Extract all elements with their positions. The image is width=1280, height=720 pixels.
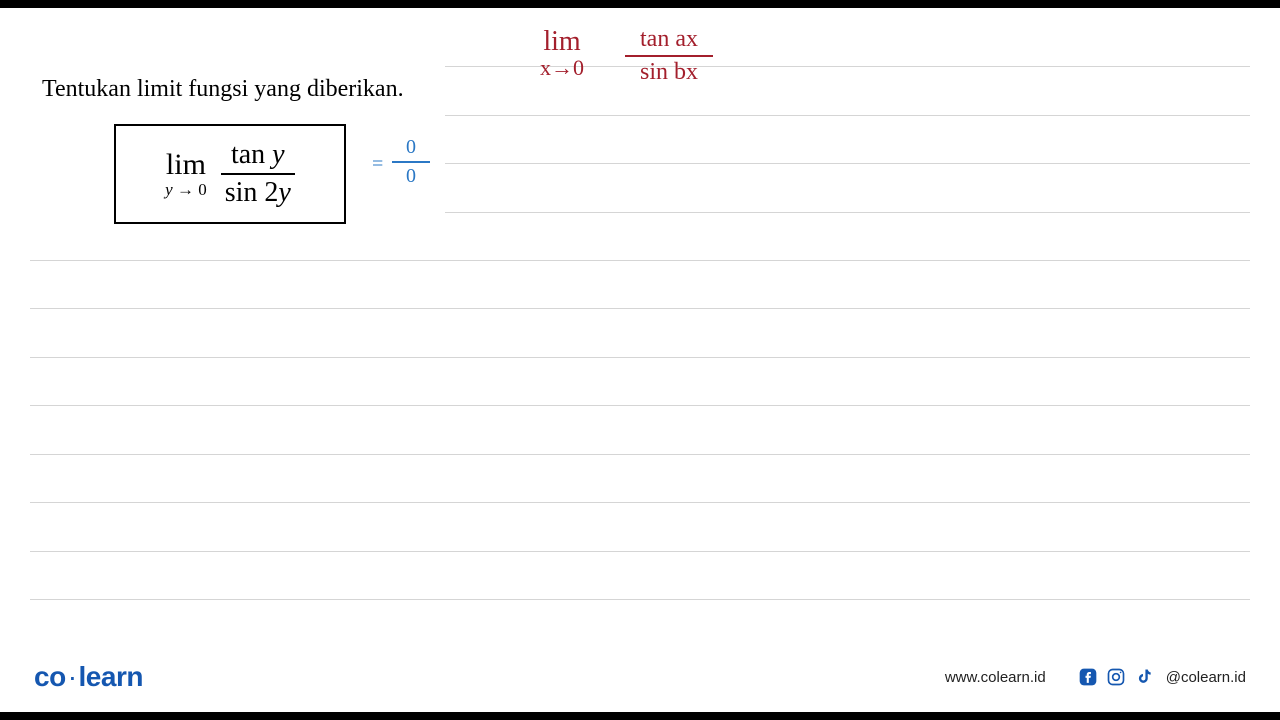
- ruled-line: [30, 357, 1250, 358]
- denominator-arg: y: [278, 177, 290, 208]
- fraction: tan y sin 2y: [221, 139, 295, 209]
- boxed-expression: lim y → 0 tan y sin 2y: [114, 124, 346, 224]
- numerator-arg: y: [272, 139, 284, 170]
- handwritten-blue-fraction: 0 0: [392, 136, 430, 188]
- footer: co·learn www.colearn.id @colearn.id: [0, 642, 1280, 712]
- facebook-icon: [1078, 667, 1098, 687]
- ruled-line: [30, 502, 1250, 503]
- denominator: sin 2y: [221, 175, 295, 209]
- limit-word: lim: [165, 148, 207, 182]
- brand-logo: co·learn: [34, 661, 143, 693]
- problem-prompt: Tentukan limit fungsi yang diberikan.: [42, 76, 404, 103]
- denominator-coef: 2: [264, 177, 278, 208]
- limit-subscript: y → 0: [165, 180, 207, 200]
- handwritten-red-fraction: tan ax sin bx: [625, 26, 713, 86]
- ruled-line: [30, 599, 1250, 600]
- ruled-line: [30, 551, 1250, 552]
- handwritten-red-limit: lim x→0: [540, 28, 584, 80]
- numerator: tan y: [227, 139, 289, 173]
- instagram-icon: [1106, 667, 1126, 687]
- limit-var: y: [165, 180, 173, 199]
- website-url: www.colearn.id: [945, 669, 1046, 686]
- blue-numerator: 0: [406, 136, 416, 161]
- red-lim-sub: x→0: [540, 56, 584, 80]
- blue-denominator: 0: [406, 163, 416, 188]
- red-denominator: sin bx: [640, 57, 698, 86]
- social-links: @colearn.id: [1078, 667, 1246, 687]
- ruled-line: [30, 454, 1250, 455]
- ruled-line: [30, 260, 1250, 261]
- whiteboard-page: Tentukan limit fungsi yang diberikan. li…: [0, 8, 1280, 712]
- handwritten-blue-equals: =: [372, 153, 383, 176]
- logo-right: learn: [79, 661, 143, 692]
- tiktok-icon: [1134, 667, 1154, 687]
- limit-to: 0: [198, 180, 207, 199]
- limit-operator: lim y → 0: [165, 148, 207, 200]
- limit-expression: lim y → 0 tan y sin 2y: [165, 139, 295, 209]
- logo-dot: ·: [68, 661, 77, 692]
- logo-left: co: [34, 661, 66, 692]
- denominator-fn: sin: [225, 177, 258, 208]
- ruled-line: [30, 308, 1250, 309]
- arrow-glyph: →: [177, 180, 194, 199]
- ruled-line: [445, 212, 1250, 213]
- ruled-line: [445, 163, 1250, 164]
- red-lim-word: lim: [540, 28, 584, 56]
- numerator-fn: tan: [231, 139, 265, 170]
- social-handle: @colearn.id: [1166, 669, 1246, 686]
- ruled-line: [30, 405, 1250, 406]
- ruled-line: [445, 115, 1250, 116]
- red-numerator: tan ax: [640, 26, 698, 55]
